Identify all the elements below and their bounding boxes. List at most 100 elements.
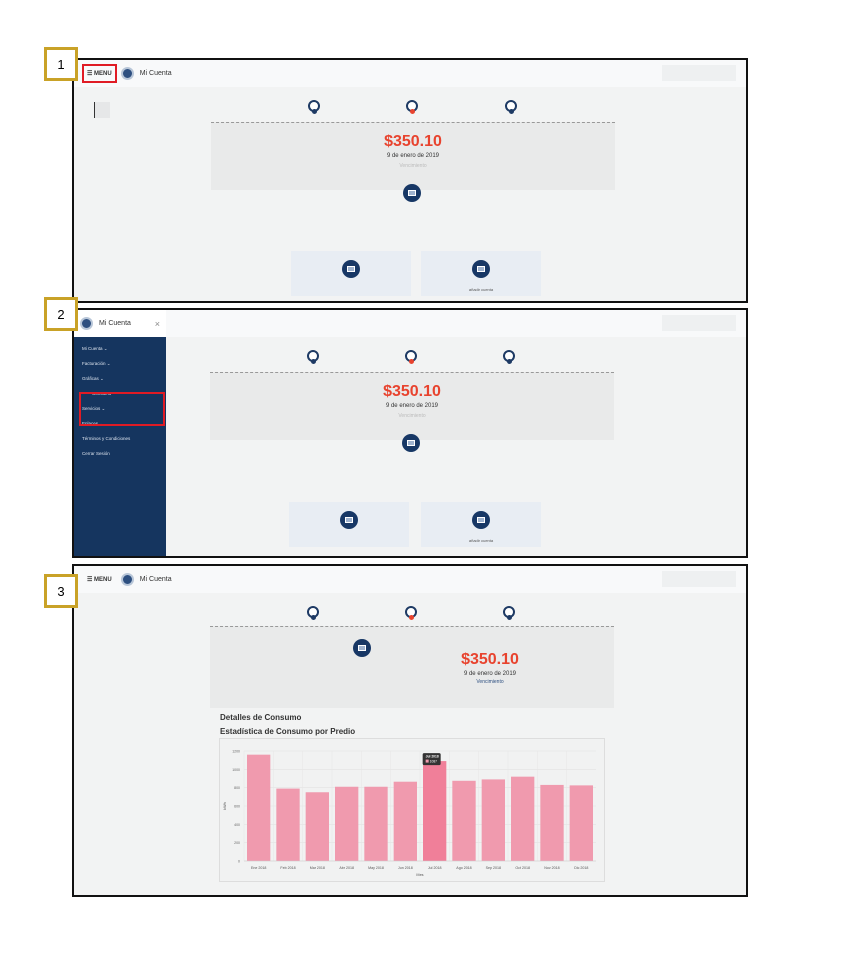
sidebar: Mi Cuenta ⌄ Facturación ⌄ Gráficas ⌄ Con… [74,337,166,556]
sidebar-item-cerrar-sesion[interactable]: Cerrar Sesión [82,451,110,456]
card-icon [477,266,485,272]
y-tick-label: 1200 [232,750,240,754]
y-tick-label: 200 [234,841,240,845]
top-bar [74,310,746,337]
menu-button[interactable]: ☰ MENU [82,64,117,83]
add-account-label: añadir cuenta [468,538,494,543]
cursor-box [94,102,110,118]
x-tick-label: Abr 2018 [339,866,354,870]
bar[interactable] [335,786,359,861]
bar[interactable] [276,788,300,861]
bar[interactable] [247,754,271,861]
due-label: Vencimiento [399,163,427,169]
user-icon[interactable] [307,350,319,364]
account-tile[interactable] [291,251,411,296]
bar[interactable] [393,781,417,861]
add-account-tile[interactable]: añadir cuenta [421,251,541,296]
x-axis-label: Mes [416,873,423,877]
highlight-box [79,392,165,426]
bar[interactable] [452,780,476,861]
step-label: 2 [44,297,78,331]
y-tick-label: 800 [234,786,240,790]
balance-card: $350.10 9 de enero de 2019 Vencimiento [210,626,614,708]
due-label: Vencimiento [476,679,504,685]
chart-container: 0 200 400 600 800 1000 1200 Ene 2018 Feb 2018 Mar… [219,738,605,882]
bar[interactable] [540,784,564,861]
screenshot-panel-3: ☰ MENU Mi Cuenta $350.10 9 de enero de 2… [72,564,748,897]
top-bar: ☰ MENU Mi Cuenta [74,566,746,593]
card-icon [347,266,355,272]
money-icon[interactable] [405,350,417,364]
pay-button[interactable] [402,434,420,452]
screenshot-panel-2: $350.10 9 de enero de 2019 Vencimiento a… [72,308,748,558]
x-tick-label: Mar 2018 [310,866,325,870]
balance-card: $350.10 9 de enero de 2019 Vencimiento [210,372,614,440]
bar-chart: 0 200 400 600 800 1000 1200 Ene 2018 Feb 2018 Mar… [223,750,596,877]
due-label: Vencimiento [398,413,426,419]
due-date: 9 de enero de 2019 [463,671,517,677]
account-tile[interactable] [289,502,409,547]
y-tick-label: 1000 [232,768,240,772]
y-tick-label: 600 [234,805,240,809]
money-icon[interactable] [405,606,417,620]
x-tick-label: Ago 2018 [456,866,471,870]
sidebar-item-enlaces[interactable]: Enlaces ⌄ [82,421,104,426]
step-label: 1 [44,47,78,81]
sidebar-title: Mi Cuenta [99,320,131,327]
money-icon[interactable] [406,100,418,114]
logo-icon [120,573,134,586]
sidebar-item-servicios[interactable]: Servicios ⌄ [82,406,106,411]
add-account-label: añadir cuenta [468,287,494,292]
step-label: 3 [44,574,78,608]
tooltip-label: Jul 2018 [426,755,439,759]
due-date: 9 de enero de 2019 [386,153,440,159]
y-tick-label: 0 [238,860,240,864]
logo-icon [80,317,93,330]
location-icon[interactable] [503,350,515,364]
bar[interactable] [481,779,505,861]
balance-card: $350.10 9 de enero de 2019 Vencimiento [211,122,615,190]
x-tick-label: Dic 2018 [574,866,588,870]
pay-button[interactable] [403,184,421,202]
sidebar-item-mi-cuenta[interactable]: Mi Cuenta ⌄ [82,346,108,351]
logo-icon [120,67,134,80]
menu-button[interactable]: ☰ MENU [87,577,112,583]
due-date: 9 de enero de 2019 [385,403,439,409]
tooltip-value: 1087 [430,759,438,763]
y-tick-label: 400 [234,823,240,827]
x-tick-label: Oct 2018 [515,866,530,870]
card-icon [408,190,416,196]
x-tick-label: Feb 2018 [280,866,295,870]
user-icon[interactable] [307,606,319,620]
sidebar-item-facturacion[interactable]: Facturación ⌄ [82,361,111,366]
screenshot-panel-1: ☰ MENU Mi Cuenta $350.10 9 de enero de 2… [72,58,748,303]
chart-title: Estadística de Consumo por Predio [220,727,356,736]
bar[interactable] [305,792,329,861]
x-tick-label: May 2018 [368,866,384,870]
amount: $350.10 [461,651,519,668]
sidebar-item-terminos[interactable]: Términos y Condiciones [82,436,131,441]
add-account-tile[interactable]: añadir cuenta [421,502,541,547]
x-tick-label: Sep 2018 [486,866,501,870]
pay-button[interactable] [353,639,371,657]
bar[interactable] [511,776,535,861]
account-title: Mi Cuenta [139,576,172,583]
location-icon[interactable] [503,606,515,620]
y-axis-label: kWh [223,802,227,810]
x-tick-label: Jun 2018 [398,866,413,870]
user-icon[interactable] [308,100,320,114]
bar[interactable] [423,761,447,861]
tooltip-swatch [425,759,429,763]
bar[interactable] [569,785,593,861]
location-icon[interactable] [505,100,517,114]
amount: $350.10 [384,133,442,150]
top-bar: ☰ MENU Mi Cuenta [74,60,746,87]
section-title: Detalles de Consumo [220,713,302,722]
sidebar-item-graficas[interactable]: Gráficas ⌄ [82,376,104,381]
close-icon[interactable]: × [154,318,160,329]
bar[interactable] [364,786,388,861]
header-box [662,65,736,81]
amount: $350.10 [383,383,441,400]
x-tick-label: Nov 2018 [544,866,559,870]
account-title: Mi Cuenta [139,70,172,77]
